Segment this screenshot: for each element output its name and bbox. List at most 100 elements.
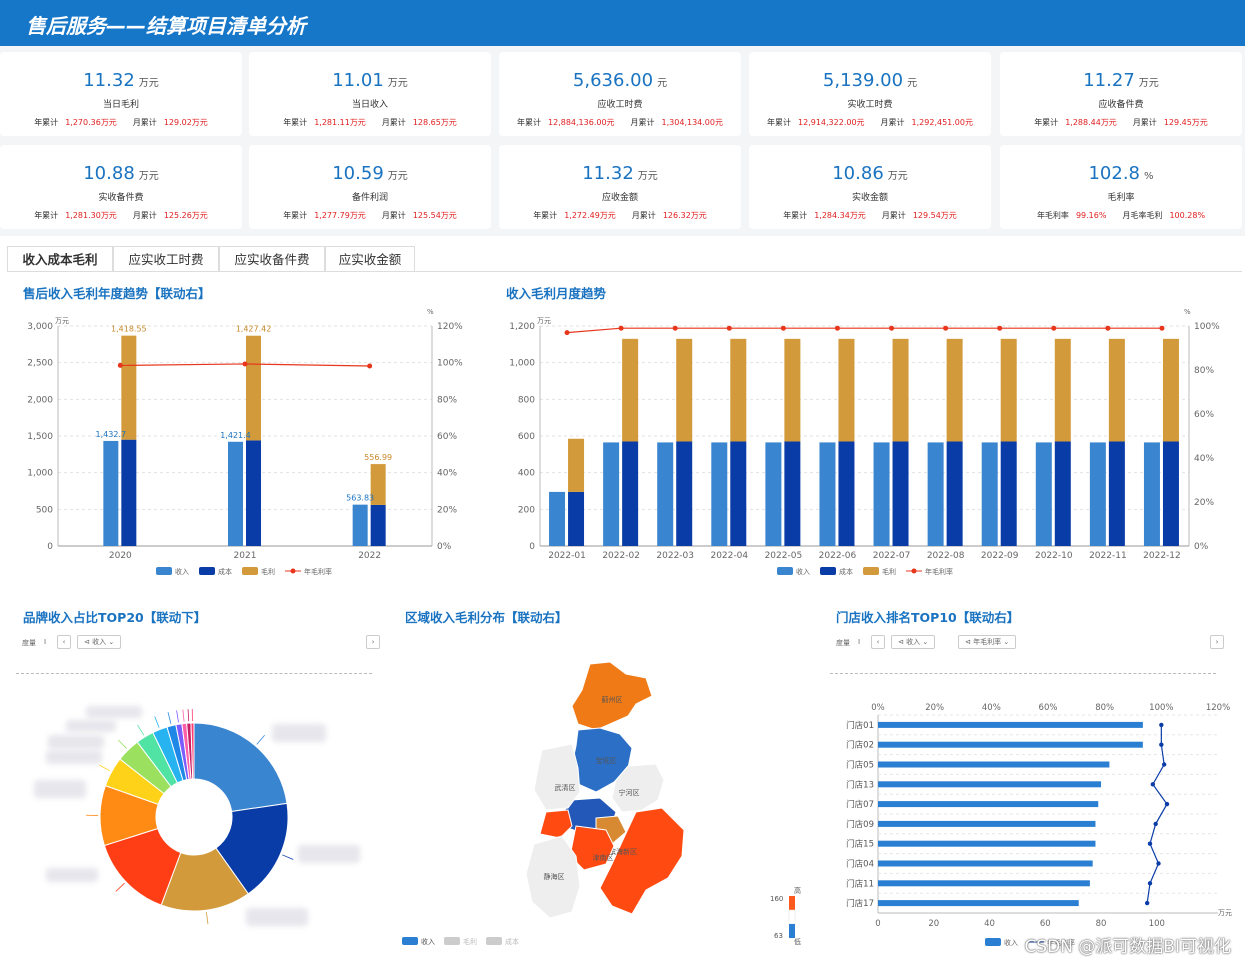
income-bar — [657, 442, 674, 546]
kpi-card: 11.32 万元 当日毛利 年累计 1,270.36万元 月累计 129.02万元 — [0, 52, 242, 136]
scale-min-label: 63 — [774, 932, 783, 940]
y2-axis-unit: % — [427, 308, 434, 316]
share-icon: ⊲ — [84, 638, 93, 646]
kpi-unit: 万元 — [1138, 78, 1159, 89]
kpi-card: 11.27 万元 应收备件费 年累计 1,288.44万元 月累计 129.45万元 — [1000, 52, 1242, 136]
x2-tick-label: 120% — [1206, 703, 1230, 713]
tab-amount[interactable]: 应实收金额 — [325, 246, 415, 272]
margin-rate-point — [672, 325, 678, 331]
x-tick-label: 40 — [984, 919, 995, 929]
kpi-sub-value: 1,281.30万元 — [65, 211, 117, 220]
kpi-label: 应收备件费 — [1098, 100, 1144, 110]
x-tick-label: 2022-04 — [710, 551, 748, 561]
tab-labor-fee[interactable]: 应实收工时费 — [113, 246, 219, 272]
store-label: 门店05 — [846, 760, 874, 771]
store-next-arrow-icon[interactable]: › — [1210, 635, 1224, 649]
x-tick-label: 2022-07 — [873, 551, 911, 561]
kpi-label: 实收金额 — [851, 193, 888, 203]
region-label: 宁河区 — [619, 788, 640, 797]
tab-income-cost-profit[interactable]: 收入成本毛利 — [7, 246, 113, 272]
x-tick-label: 100 — [1149, 919, 1165, 929]
kpi-sub-value: 125.26万元 — [163, 211, 208, 220]
profit-bar — [246, 335, 261, 441]
y-axis-unit: 万元 — [537, 317, 551, 325]
profit-bar — [730, 338, 747, 442]
x-tick-label: 2022-12 — [1143, 551, 1181, 561]
income-bar — [603, 442, 620, 546]
x2-tick-label: 100% — [1149, 703, 1173, 713]
cost-legend-swatch — [820, 567, 836, 575]
scale-low-label: 低 — [794, 937, 801, 946]
cost-legend-label: 成本 — [839, 567, 853, 576]
kpi-sub-value: 1,281.11万元 — [314, 118, 366, 127]
x-tick-label: 2022-10 — [1035, 551, 1073, 561]
kpi-sub-value: 129.54万元 — [912, 211, 957, 220]
y2-tick-label: 20% — [1194, 498, 1214, 508]
kpi-value-row: 102.8% — [1000, 163, 1242, 184]
kpi-sub-value: 1,277.79万元 — [314, 211, 366, 220]
y2-tick-label: 100% — [1194, 322, 1220, 332]
profit-bar — [568, 438, 585, 492]
kpi-value: 11.01 — [332, 70, 384, 91]
leader-line — [115, 882, 125, 892]
kpi-sub-value: 1,288.44万元 — [1065, 118, 1117, 127]
store-income-bar — [878, 761, 1110, 768]
margin-rate-point — [117, 362, 123, 368]
kpi-label: 当日毛利 — [102, 100, 139, 110]
next-arrow-icon[interactable]: › — [366, 635, 380, 649]
kpi-value: 10.86 — [832, 163, 884, 184]
kpi-value-row: 11.32 万元 — [499, 163, 741, 184]
kpi-unit: 万元 — [138, 78, 159, 89]
margin-rate-line — [566, 327, 1162, 334]
store-rate-point — [1144, 900, 1150, 906]
store-label: 门店04 — [846, 859, 874, 870]
kpi-value-row: 10.59 万元 — [249, 163, 491, 184]
income-bar — [819, 442, 836, 546]
tab-parts-fee[interactable]: 应实收备件费 — [219, 246, 325, 272]
store-rate-point — [1153, 821, 1158, 827]
data-label: 563.83 — [346, 494, 374, 503]
rate-measure-select[interactable]: ⊲ 年毛利率 ⌄ — [958, 635, 1017, 649]
kpi-sub-key: 月累计 — [381, 118, 406, 127]
kpi-unit: % — [1144, 171, 1154, 182]
y2-tick-label: 0% — [1194, 542, 1209, 552]
cost-bar — [121, 439, 137, 546]
cost-bar — [892, 441, 909, 546]
store-income-bar — [878, 781, 1102, 788]
profit-bar — [838, 338, 855, 442]
income-bar — [1143, 442, 1160, 546]
kpi-sub-key: 月累计 — [630, 118, 655, 127]
kpi-sub-value: 126.32万元 — [662, 211, 707, 220]
kpi-unit: 万元 — [637, 171, 658, 182]
y2-tick-label: 40% — [1194, 454, 1214, 464]
kpi-card: 10.59 万元 备件利润 年累计 1,277.79万元 月累计 125.54万元 — [249, 145, 491, 229]
rate-legend-dot — [911, 568, 917, 574]
kpi-value: 5,636.00 — [572, 70, 654, 91]
store-rate-point — [1147, 881, 1153, 886]
kpi-unit: 元 — [657, 78, 668, 89]
store-income-bar — [878, 900, 1079, 907]
kpi-sub-value: 100.28% — [1169, 211, 1206, 220]
store-measure-select[interactable]: ⊲ 收入 ⌄ — [891, 635, 936, 649]
store-label: 门店09 — [846, 819, 874, 830]
kpi-sub-row: 年累计 1,270.36万元 月累计 129.02万元 — [0, 117, 242, 128]
store-rate-legend-label: 年毛利率 — [1047, 938, 1075, 947]
margin-rate-point — [1105, 325, 1111, 331]
kpi-sub-key: 年累计 — [283, 118, 308, 127]
kpi-sub-value: 12,914,322.00元 — [798, 118, 865, 127]
measure-select[interactable]: ⊲ 收入 ⌄ — [77, 635, 122, 649]
y-tick-label: 1,200 — [509, 322, 535, 332]
income-bar — [228, 441, 243, 546]
kpi-sub-key: 年累计 — [283, 211, 308, 220]
y2-tick-label: 120% — [437, 322, 463, 332]
profit-bar — [622, 338, 639, 442]
kpi-sub-key: 月累计 — [631, 211, 656, 220]
income-bar — [927, 442, 944, 546]
store-prev-arrow-icon[interactable]: ‹ — [871, 635, 885, 649]
cost-bar — [676, 441, 693, 546]
prev-arrow-icon[interactable]: ‹ — [57, 635, 71, 649]
leader-line — [256, 735, 265, 745]
separator: I — [44, 638, 47, 646]
scale-bar-low — [789, 924, 795, 938]
x-tick-label: 2021 — [234, 551, 257, 561]
